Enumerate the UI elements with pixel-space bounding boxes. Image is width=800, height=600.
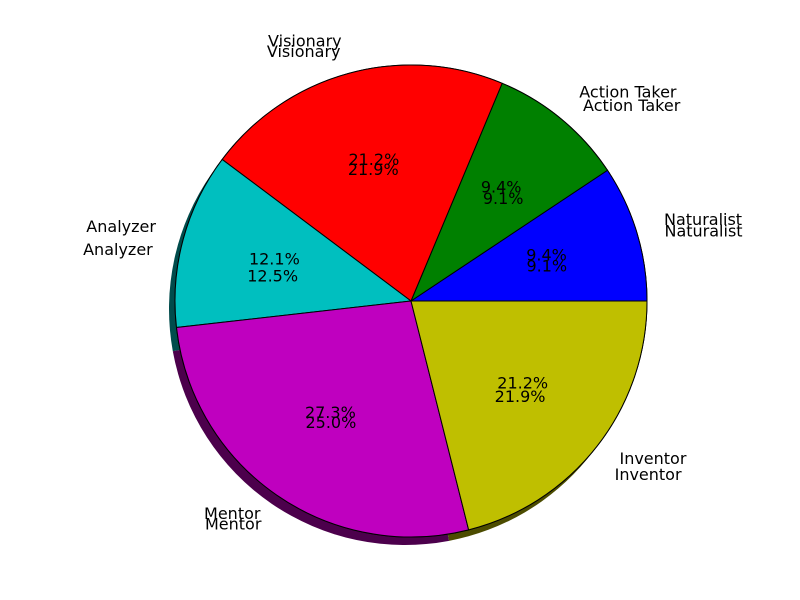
pie-label-action-taker-layer-1: Action Taker xyxy=(583,96,681,115)
pie-pct-naturalist-layer-2: 9.4% xyxy=(526,246,567,265)
pie-label-inventor-layer-1: Inventor xyxy=(615,465,682,484)
pie-label-mentor-layer-1: Mentor xyxy=(205,514,262,533)
pie-label-naturalist-layer-1: Naturalist xyxy=(664,222,742,241)
pie-slice-visionary-layer-2 xyxy=(221,64,503,302)
pie-pct-mentor-layer-1: 25.0% xyxy=(305,413,356,432)
pie-pct-naturalist-layer-1: 9.1% xyxy=(526,256,567,275)
pie-slice-action-taker-layer-2 xyxy=(409,82,609,303)
pie-pct-visionary-layer-2: 21.2% xyxy=(348,150,399,169)
pie-slice-inventor-layer-2 xyxy=(410,300,648,531)
pie-slice-layer xyxy=(174,64,648,538)
pie-label-mentor-layer-2: Mentor xyxy=(204,504,261,523)
pie-slice-analyzer-layer-2 xyxy=(174,158,413,329)
pie-label-inventor-layer-2: Inventor xyxy=(619,449,686,468)
pie-label-naturalist-layer-2: Naturalist xyxy=(664,210,742,229)
pie-slice-naturalist-layer-2 xyxy=(409,169,648,302)
pie-label-visionary-layer-2: Visionary xyxy=(268,31,342,50)
pie-label-analyzer-layer-1: Analyzer xyxy=(83,240,153,259)
pie-label-visionary-layer-1: Visionary xyxy=(267,42,341,61)
pie-label-action-taker-layer-2: Action Taker xyxy=(579,83,677,102)
pie-pct-action-taker-layer-2: 9.4% xyxy=(481,177,522,196)
pie-pct-inventor-layer-1: 21.9% xyxy=(495,387,546,406)
pie-pct-action-taker-layer-1: 9.1% xyxy=(483,189,524,208)
pie-label-analyzer-layer-2: Analyzer xyxy=(86,217,156,236)
pie-slice-mentor-layer-2 xyxy=(175,300,470,538)
pie-pct-visionary-layer-1: 21.9% xyxy=(348,160,399,179)
pie-pct-analyzer-layer-1: 12.5% xyxy=(247,266,298,285)
pie-pct-inventor-layer-2: 21.2% xyxy=(497,374,548,393)
pie-label-layer: Naturalist 9.1% Action Taker 9.1% Visionary 2… xyxy=(83,31,742,533)
pie-pct-analyzer-layer-2: 12.1% xyxy=(249,249,300,268)
pie-pct-mentor-layer-2: 27.3% xyxy=(305,403,356,422)
